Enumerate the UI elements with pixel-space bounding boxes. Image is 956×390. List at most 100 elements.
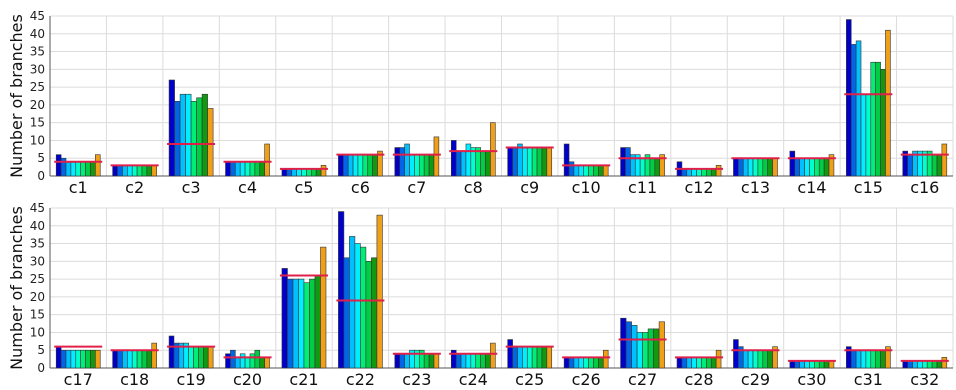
bar [433, 353, 440, 369]
y-tick-label: 10 [30, 325, 45, 339]
bar [659, 154, 665, 177]
bar [287, 278, 294, 369]
x-tick-label: c29 [741, 370, 770, 389]
x-tick-label: c3 [182, 178, 201, 197]
bar [563, 143, 570, 177]
x-tick-label: c19 [177, 370, 206, 389]
bar [371, 257, 378, 369]
bar [203, 346, 209, 369]
bar [85, 349, 91, 369]
bar [507, 339, 513, 369]
bar [188, 346, 194, 369]
bar [654, 157, 661, 177]
x-tick-label: c18 [120, 370, 149, 389]
x-tick-label: c8 [464, 178, 483, 197]
bar [190, 101, 197, 177]
y-tick-label: 35 [30, 237, 45, 251]
bar [636, 332, 643, 369]
bar [90, 349, 96, 369]
bar [742, 157, 749, 177]
bar [377, 150, 383, 177]
y-tick-label: 0 [37, 361, 45, 375]
bar [314, 275, 321, 369]
bar [681, 168, 688, 177]
bar [620, 317, 627, 369]
bar [536, 147, 543, 177]
bar [423, 154, 430, 177]
bar [291, 168, 297, 177]
bar [259, 357, 265, 369]
bar [141, 349, 148, 369]
x-tick-label: c15 [854, 178, 883, 197]
bar [850, 44, 857, 177]
y-tick-label: 45 [30, 201, 45, 215]
bar [649, 157, 656, 177]
bar [136, 349, 143, 369]
bar [80, 349, 86, 369]
bar [762, 349, 768, 369]
bar [480, 150, 486, 177]
bar [620, 147, 626, 177]
bar [823, 157, 830, 177]
bar [880, 349, 886, 369]
y-tick-label: 45 [30, 9, 45, 23]
bar [311, 168, 317, 177]
bar [855, 40, 862, 177]
bar [480, 353, 486, 369]
bar [225, 161, 231, 177]
bar [860, 349, 867, 369]
bar [846, 19, 852, 177]
bar [647, 328, 654, 369]
bar [818, 157, 825, 177]
bar [475, 353, 481, 369]
bar [625, 147, 631, 177]
bar [404, 353, 410, 369]
x-tick-label: c23 [402, 370, 431, 389]
bar [249, 161, 256, 177]
bar [598, 165, 604, 177]
bar [546, 346, 553, 369]
x-tick-label: c2 [125, 178, 144, 197]
y-tick-label: 0 [37, 169, 45, 183]
bar [706, 168, 712, 177]
bar [193, 346, 199, 369]
bar [701, 357, 707, 369]
bar [517, 143, 523, 177]
bar [394, 353, 401, 369]
y-tick-label: 30 [30, 62, 45, 76]
bar [885, 346, 891, 369]
x-tick-label: c31 [854, 370, 883, 389]
bar [254, 161, 261, 177]
bar [141, 165, 148, 177]
bar [931, 154, 938, 177]
bar [642, 332, 649, 369]
bar [588, 165, 594, 177]
bar [254, 349, 261, 369]
bar [95, 349, 101, 369]
bar [80, 161, 86, 177]
bar [131, 349, 138, 369]
bar [767, 349, 773, 369]
bar [239, 161, 246, 177]
bar [762, 157, 768, 177]
bar [931, 360, 938, 369]
bar [455, 353, 462, 369]
bar [814, 157, 820, 177]
bar [696, 357, 702, 369]
bar [90, 161, 96, 177]
bar [941, 143, 948, 177]
bar [583, 165, 589, 177]
bar [742, 349, 749, 369]
bar [264, 143, 270, 177]
x-tick-label: c10 [572, 178, 601, 197]
bar [136, 165, 143, 177]
bar [818, 360, 825, 369]
bar [174, 101, 181, 177]
bar [512, 346, 518, 369]
bar [747, 349, 754, 369]
bar [631, 325, 638, 369]
bar [794, 157, 800, 177]
bar [710, 168, 717, 177]
bar [122, 349, 128, 369]
bar [602, 349, 609, 369]
